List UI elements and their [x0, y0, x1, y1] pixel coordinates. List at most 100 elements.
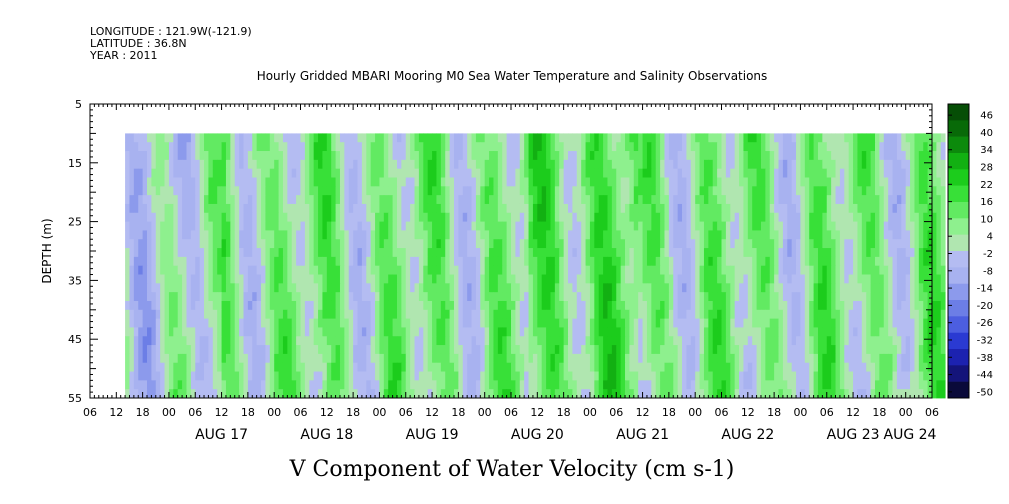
heatmap-cell — [686, 230, 692, 240]
heatmap-cell — [489, 142, 494, 152]
heatmap-cell — [576, 274, 582, 284]
heatmap-cell — [800, 265, 806, 275]
heatmap-cell — [296, 256, 301, 267]
heatmap-cell — [690, 186, 696, 196]
heatmap-cell — [125, 283, 130, 293]
heatmap-cell — [646, 195, 652, 205]
heatmap-cell — [550, 292, 556, 302]
heatmap-cell — [410, 142, 415, 152]
heatmap-cell — [278, 133, 284, 143]
heatmap-cell — [546, 142, 551, 152]
heatmap-cell — [497, 230, 503, 240]
heatmap-cell — [690, 300, 696, 311]
heatmap-cell — [168, 133, 174, 143]
heatmap-cell — [625, 159, 630, 170]
heatmap-cell — [853, 151, 858, 161]
heatmap-cell — [769, 230, 775, 240]
heatmap-cell — [405, 159, 411, 170]
heatmap-cell — [239, 212, 244, 222]
heatmap-row — [125, 265, 946, 275]
heatmap-cell — [682, 300, 687, 311]
heatmap-cell — [760, 248, 766, 258]
heatmap-cell — [208, 327, 214, 337]
heatmap-cell — [217, 300, 222, 311]
heatmap-cell — [388, 318, 393, 328]
heatmap-cell — [927, 186, 933, 196]
heatmap-cell — [703, 345, 709, 355]
heatmap-cell — [800, 212, 806, 222]
heatmap-cell — [256, 256, 262, 267]
heatmap-cell — [787, 300, 793, 311]
heatmap-cell — [164, 362, 170, 372]
heatmap-cell — [379, 212, 385, 222]
heatmap-cell — [401, 186, 407, 196]
heatmap-cell — [511, 292, 516, 302]
heatmap-cell — [151, 274, 157, 284]
heatmap-cell — [348, 221, 354, 231]
heatmap-cell — [664, 159, 670, 170]
heatmap-cell — [546, 256, 551, 267]
heatmap-cell — [568, 151, 573, 161]
heatmap-cell — [914, 239, 920, 249]
heatmap-cell — [853, 265, 858, 275]
heatmap-cell — [695, 345, 700, 355]
heatmap-cell — [423, 177, 429, 187]
heatmap-cell — [427, 239, 433, 249]
heatmap-cell — [550, 362, 556, 372]
heatmap-cell — [383, 212, 389, 222]
heatmap-cell — [388, 142, 393, 152]
heatmap-cell — [594, 133, 600, 143]
heatmap-cell — [339, 168, 345, 178]
heatmap-cell — [616, 300, 622, 311]
heatmap-cell — [585, 230, 591, 240]
heatmap-cell — [309, 221, 315, 231]
heatmap-cell — [230, 318, 236, 328]
heatmap-cell — [739, 353, 744, 364]
heatmap-cell — [511, 248, 516, 258]
heatmap-cell — [353, 318, 358, 328]
heatmap-cell — [747, 274, 753, 284]
heatmap-cell — [160, 327, 165, 337]
heatmap-cell — [796, 168, 801, 178]
heatmap-cell — [129, 318, 135, 328]
heatmap-cell — [344, 283, 350, 293]
heatmap-cell — [291, 256, 297, 267]
heatmap-cell — [252, 133, 258, 143]
heatmap-cell — [839, 221, 845, 231]
heatmap-cell — [787, 212, 793, 222]
heatmap-cell — [857, 274, 863, 284]
heatmap-cell — [173, 230, 179, 240]
heatmap-cell — [901, 265, 907, 275]
heatmap-cell — [853, 353, 858, 364]
heatmap-cell — [769, 177, 775, 187]
heatmap-cell — [572, 239, 578, 249]
heatmap-cell — [743, 151, 749, 161]
heatmap-cell — [896, 265, 902, 275]
heatmap-cell — [677, 221, 683, 231]
heatmap-cell — [410, 159, 415, 170]
heatmap-cell — [221, 142, 227, 152]
heatmap-cell — [598, 327, 604, 337]
heatmap-cell — [686, 283, 692, 293]
heatmap-cell — [423, 309, 429, 320]
heatmap-cell — [839, 159, 845, 170]
heatmap-cell — [190, 345, 196, 355]
heatmap-cell — [883, 283, 889, 293]
heatmap-cell — [204, 186, 209, 196]
heatmap-cell — [629, 327, 635, 337]
heatmap-cell — [427, 195, 433, 205]
heatmap-cell — [190, 353, 196, 364]
heatmap-cell — [532, 195, 538, 205]
heatmap-cell — [239, 203, 244, 214]
heatmap-cell — [717, 168, 722, 178]
heatmap-cell — [361, 151, 367, 161]
heatmap-cell — [616, 292, 622, 302]
heatmap-cell — [221, 239, 227, 249]
heatmap-cell — [243, 142, 249, 152]
heatmap-cell — [313, 300, 319, 311]
heatmap-cell — [660, 195, 665, 205]
heatmap-cell — [357, 159, 363, 170]
heatmap-cell — [151, 186, 157, 196]
heatmap-cell — [725, 133, 731, 143]
